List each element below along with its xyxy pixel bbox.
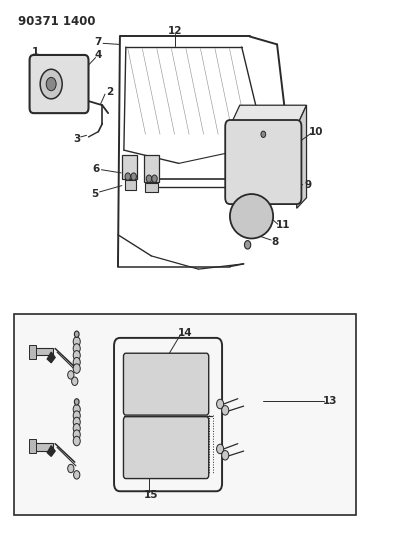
- Circle shape: [73, 411, 80, 421]
- Text: 13: 13: [323, 397, 337, 406]
- Circle shape: [67, 464, 74, 473]
- Circle shape: [71, 377, 78, 385]
- Text: 3: 3: [73, 134, 80, 143]
- Text: 4: 4: [94, 50, 102, 60]
- FancyBboxPatch shape: [225, 120, 301, 204]
- Circle shape: [46, 77, 56, 91]
- Text: 5: 5: [91, 189, 98, 198]
- Bar: [145, 183, 158, 192]
- Bar: [35, 443, 53, 450]
- FancyBboxPatch shape: [30, 55, 89, 113]
- Circle shape: [125, 173, 131, 180]
- Circle shape: [222, 406, 229, 415]
- Circle shape: [73, 337, 80, 346]
- Circle shape: [74, 399, 79, 405]
- Text: 1: 1: [32, 47, 39, 58]
- Circle shape: [245, 240, 251, 249]
- Circle shape: [131, 173, 137, 180]
- Circle shape: [261, 131, 266, 138]
- Bar: [143, 156, 159, 182]
- Circle shape: [217, 444, 224, 454]
- Circle shape: [146, 175, 152, 182]
- Circle shape: [74, 331, 79, 337]
- Polygon shape: [47, 352, 55, 363]
- Ellipse shape: [230, 194, 273, 238]
- Text: 10: 10: [309, 127, 324, 136]
- Text: 11: 11: [276, 220, 290, 230]
- Circle shape: [73, 405, 80, 414]
- Text: 2: 2: [106, 87, 114, 97]
- Circle shape: [73, 364, 80, 373]
- Polygon shape: [297, 105, 306, 208]
- Bar: [14, 314, 356, 515]
- Text: 14: 14: [177, 328, 192, 337]
- Circle shape: [40, 69, 62, 99]
- Polygon shape: [230, 105, 306, 126]
- Circle shape: [152, 175, 157, 182]
- Text: 9: 9: [304, 180, 311, 190]
- Circle shape: [73, 358, 80, 367]
- Text: 12: 12: [168, 26, 182, 36]
- Text: 8: 8: [272, 237, 279, 247]
- Text: 7: 7: [94, 37, 102, 47]
- Circle shape: [222, 450, 229, 460]
- Polygon shape: [47, 446, 55, 456]
- Text: 90371 1400: 90371 1400: [18, 15, 95, 28]
- Circle shape: [73, 430, 80, 439]
- Circle shape: [73, 424, 80, 433]
- Bar: [125, 180, 136, 190]
- Circle shape: [73, 471, 80, 479]
- FancyBboxPatch shape: [123, 353, 209, 415]
- Bar: [35, 348, 53, 356]
- Bar: [29, 345, 36, 359]
- Circle shape: [73, 351, 80, 360]
- Circle shape: [73, 436, 80, 446]
- Text: 15: 15: [144, 490, 159, 500]
- Circle shape: [73, 417, 80, 427]
- Text: 6: 6: [93, 164, 100, 174]
- Circle shape: [217, 399, 224, 409]
- FancyBboxPatch shape: [123, 417, 209, 479]
- Circle shape: [73, 344, 80, 353]
- Bar: [29, 439, 36, 453]
- Bar: [122, 156, 137, 179]
- Circle shape: [67, 370, 74, 379]
